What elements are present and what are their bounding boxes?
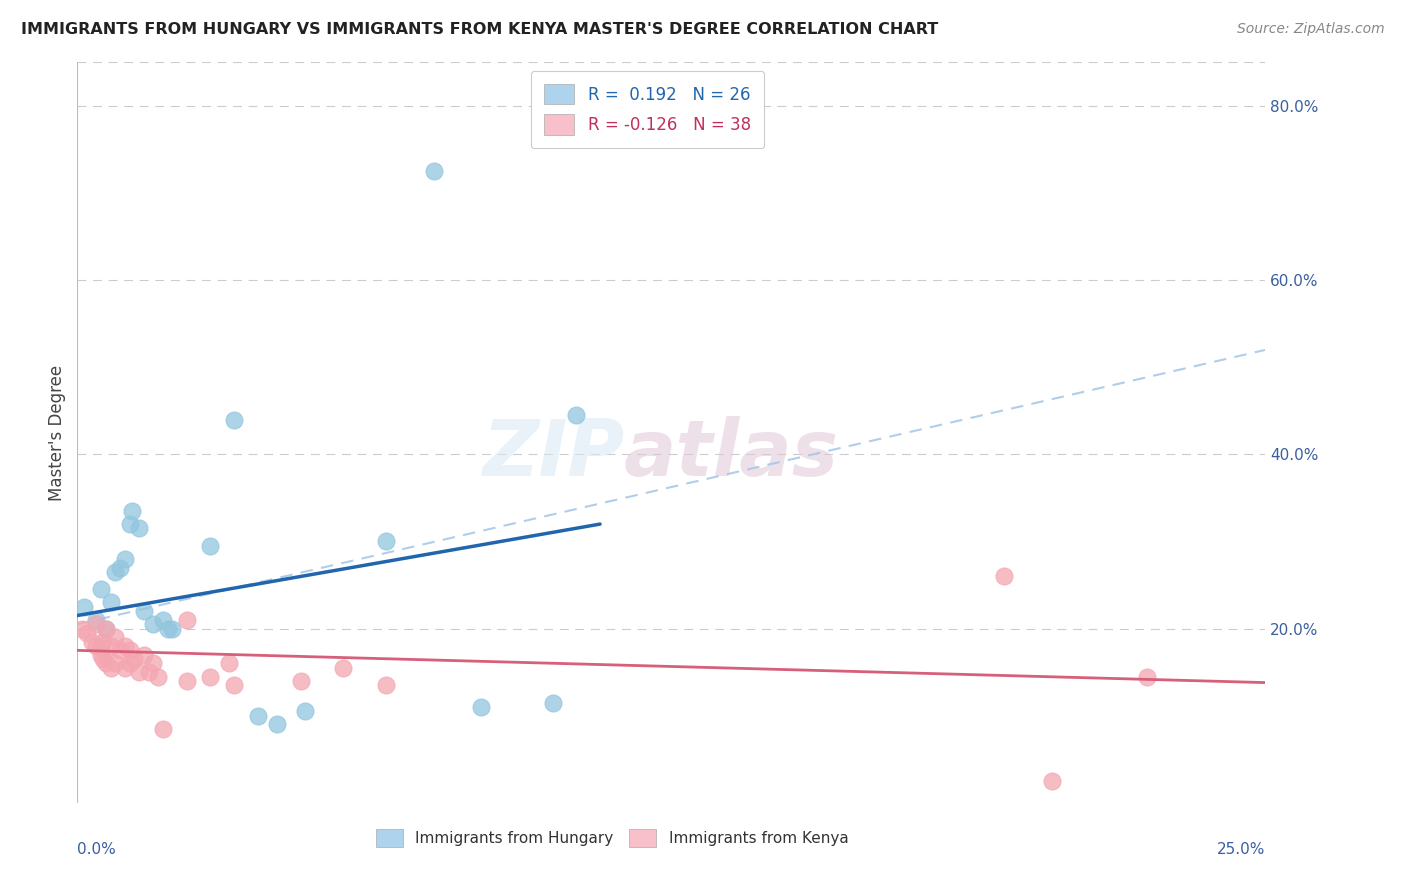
Point bbox=[73, 599, 96, 614]
Point bbox=[218, 657, 240, 671]
Point bbox=[118, 643, 141, 657]
Point bbox=[1136, 669, 1159, 683]
Text: Source: ZipAtlas.com: Source: ZipAtlas.com bbox=[1237, 22, 1385, 37]
Point bbox=[93, 652, 115, 666]
Text: atlas: atlas bbox=[624, 417, 839, 492]
Point bbox=[94, 622, 117, 636]
Point bbox=[294, 704, 316, 718]
Point bbox=[128, 521, 150, 535]
Point bbox=[152, 722, 174, 736]
Point bbox=[146, 669, 169, 683]
Point bbox=[86, 639, 108, 653]
Point bbox=[104, 565, 127, 579]
Point bbox=[90, 639, 112, 653]
Legend: Immigrants from Hungary, Immigrants from Kenya: Immigrants from Hungary, Immigrants from… bbox=[368, 822, 856, 855]
Point bbox=[176, 613, 198, 627]
Point bbox=[541, 696, 564, 710]
Point bbox=[138, 665, 160, 680]
Point bbox=[118, 517, 141, 532]
Point bbox=[156, 622, 179, 636]
Point bbox=[266, 717, 288, 731]
Point bbox=[114, 661, 136, 675]
Point bbox=[114, 639, 136, 653]
Point bbox=[224, 678, 246, 692]
Point bbox=[94, 657, 117, 671]
Point bbox=[104, 630, 127, 644]
Text: 25.0%: 25.0% bbox=[1218, 842, 1265, 856]
Point bbox=[200, 669, 222, 683]
Point bbox=[86, 613, 108, 627]
Point bbox=[176, 673, 198, 688]
Point bbox=[76, 626, 98, 640]
Point bbox=[142, 657, 165, 671]
Point bbox=[470, 700, 492, 714]
Point bbox=[108, 643, 131, 657]
Y-axis label: Master's Degree: Master's Degree bbox=[48, 365, 66, 500]
Point bbox=[80, 634, 103, 648]
Point bbox=[290, 673, 312, 688]
Text: ZIP: ZIP bbox=[482, 417, 624, 492]
Point bbox=[142, 617, 165, 632]
Point bbox=[86, 617, 108, 632]
Point bbox=[90, 582, 112, 597]
Point bbox=[332, 661, 354, 675]
Point bbox=[375, 534, 398, 549]
Text: IMMIGRANTS FROM HUNGARY VS IMMIGRANTS FROM KENYA MASTER'S DEGREE CORRELATION CHA: IMMIGRANTS FROM HUNGARY VS IMMIGRANTS FR… bbox=[21, 22, 938, 37]
Point bbox=[423, 164, 446, 178]
Point bbox=[121, 504, 143, 518]
Point bbox=[246, 708, 269, 723]
Point bbox=[162, 622, 184, 636]
Point bbox=[100, 661, 122, 675]
Point bbox=[118, 657, 141, 671]
Point bbox=[993, 569, 1015, 583]
Point bbox=[200, 539, 222, 553]
Point bbox=[132, 604, 155, 618]
Point bbox=[100, 639, 122, 653]
Text: 0.0%: 0.0% bbox=[77, 842, 117, 856]
Point bbox=[100, 595, 122, 609]
Point bbox=[108, 560, 131, 574]
Point bbox=[94, 622, 117, 636]
Point bbox=[1040, 774, 1063, 789]
Point bbox=[375, 678, 398, 692]
Point bbox=[124, 652, 146, 666]
Point bbox=[114, 552, 136, 566]
Point bbox=[128, 665, 150, 680]
Point bbox=[90, 648, 112, 662]
Point bbox=[152, 613, 174, 627]
Point bbox=[93, 634, 115, 648]
Point bbox=[70, 622, 93, 636]
Point bbox=[104, 657, 127, 671]
Point bbox=[224, 412, 246, 426]
Point bbox=[565, 408, 588, 422]
Point bbox=[132, 648, 155, 662]
